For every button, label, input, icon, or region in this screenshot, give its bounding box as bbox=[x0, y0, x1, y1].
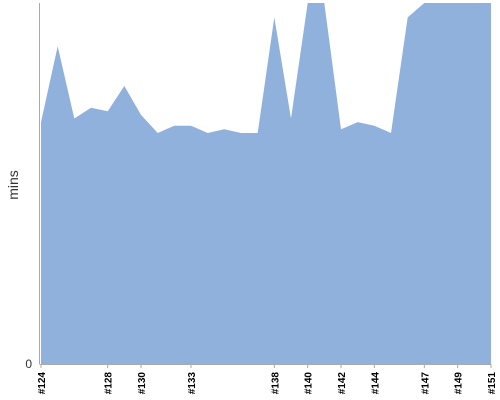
y-ticks: 0 bbox=[25, 357, 32, 371]
x-tick-label: #147 bbox=[420, 372, 431, 395]
x-tick-label: #142 bbox=[337, 372, 348, 395]
x-ticks: #124 #128 #130 #133 #138 #140 #142 #144 #147 #149… bbox=[37, 364, 498, 394]
y-tick-label: 0 bbox=[25, 357, 32, 371]
x-tick-label: #128 bbox=[104, 372, 115, 395]
x-tick-label: #144 bbox=[370, 372, 381, 395]
series-area bbox=[41, 3, 491, 364]
x-tick-label: #140 bbox=[304, 372, 315, 395]
x-tick-label: #138 bbox=[270, 372, 281, 395]
y-axis-label: mins bbox=[5, 170, 21, 200]
x-tick-label: #133 bbox=[187, 372, 198, 395]
plot-area bbox=[41, 3, 491, 364]
x-tick-label: #130 bbox=[137, 372, 148, 395]
x-tick-label: #124 bbox=[37, 372, 48, 395]
x-tick-label: #151 bbox=[487, 372, 498, 395]
x-tick-label: #149 bbox=[454, 372, 465, 395]
